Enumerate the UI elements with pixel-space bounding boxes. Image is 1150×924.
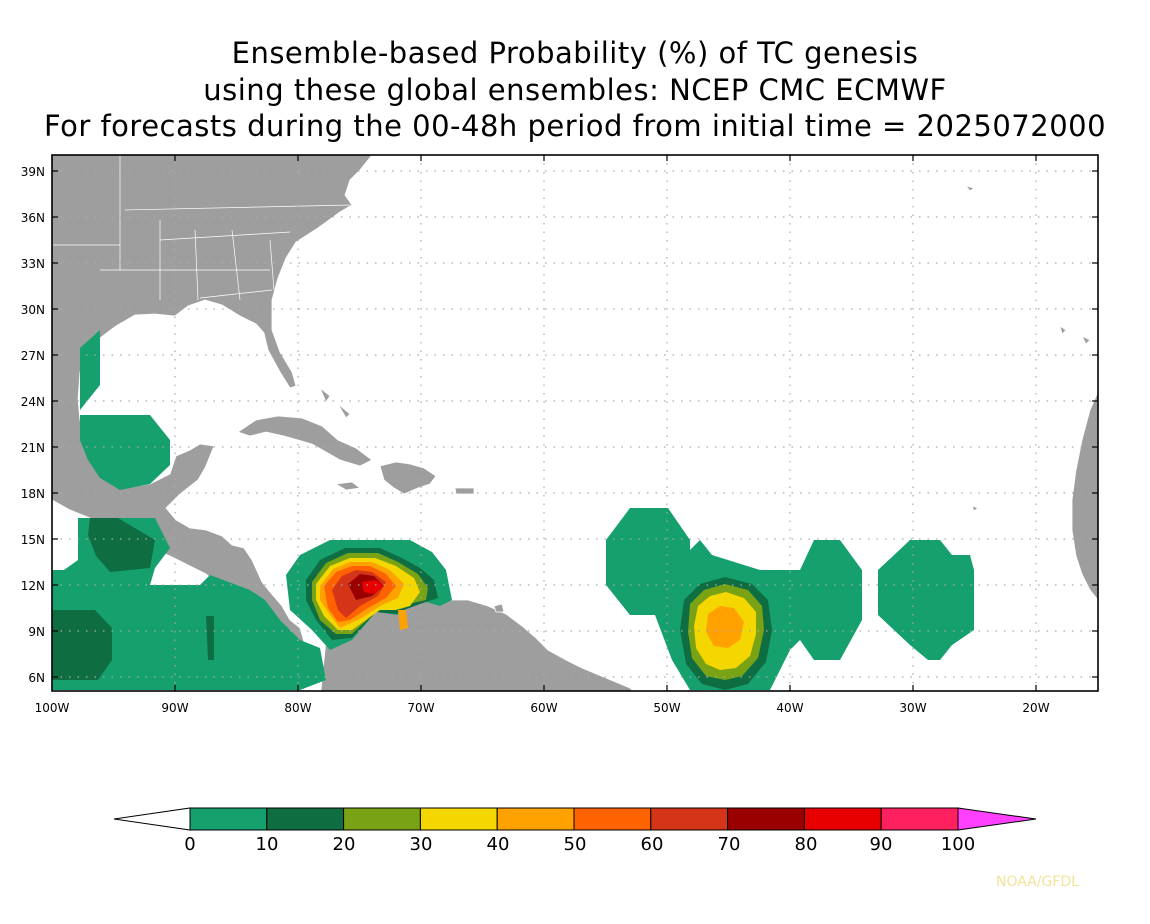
legend-box-20	[343, 807, 421, 831]
lat-label-27n: 27N	[21, 349, 45, 363]
africa-land	[1071, 391, 1098, 601]
lat-label-18n: 18N	[21, 487, 45, 501]
legend-box-60	[650, 807, 729, 831]
lat-label-15n: 15N	[21, 533, 45, 547]
legend-over-triangle	[957, 807, 1037, 831]
legend-box-80	[803, 807, 882, 831]
map-area	[52, 155, 1098, 691]
lon-label-30w: 30W	[899, 701, 926, 715]
title-line-2: using these global ensembles: NCEP CMC E…	[203, 73, 947, 107]
legend-label-0: 0	[184, 834, 195, 855]
credit-text: NOAA/GFDL	[996, 874, 1079, 890]
prob-region-atlantic-40	[706, 606, 744, 648]
lon-label-70w: 70W	[407, 701, 434, 715]
prob-region-epac-10c	[206, 616, 214, 660]
legend-label-30: 30	[410, 834, 433, 855]
lon-label-90w: 90W	[161, 701, 188, 715]
legend-label-80: 80	[795, 834, 818, 855]
cuba	[237, 415, 373, 467]
trinidad	[493, 603, 505, 613]
legend-box-30	[419, 807, 498, 831]
prob-region-epac-10	[88, 518, 155, 572]
prob-region-caribbean-80	[362, 580, 384, 594]
canary-islands	[1059, 325, 1091, 345]
legend-box-40	[496, 807, 575, 831]
lat-label-9n: 9N	[28, 625, 45, 639]
title-line-1: Ensemble-based Probability (%) of TC gen…	[231, 36, 919, 70]
legend-box-70	[727, 807, 805, 831]
legend-label-90: 90	[870, 834, 893, 855]
lat-label-21n: 21N	[21, 441, 45, 455]
prob-region-caribbean-small	[398, 610, 408, 630]
prob-region-gulf	[80, 415, 170, 490]
legend-label-40: 40	[487, 834, 510, 855]
prob-region-atlantic-east	[878, 540, 974, 660]
lat-label-6n: 6N	[28, 671, 45, 685]
hispaniola	[379, 461, 437, 495]
legend-box-10	[266, 807, 345, 831]
legend-boxes	[189, 807, 959, 831]
lon-label-60w: 60W	[530, 701, 557, 715]
title-line-3: For forecasts during the 00-48h period f…	[43, 109, 1107, 143]
legend-label-50: 50	[564, 834, 587, 855]
legend-label-10: 10	[256, 834, 279, 855]
lon-label-80w: 80W	[284, 701, 311, 715]
prob-region-texas	[80, 330, 100, 410]
legend-box-90	[880, 807, 959, 831]
lon-label-100w: 100W	[35, 701, 70, 715]
cape-verde	[964, 185, 979, 512]
axis-ticks	[51, 155, 1098, 691]
lat-label-36n: 36N	[21, 211, 45, 225]
legend-label-20: 20	[333, 834, 356, 855]
legend-box-0	[189, 807, 268, 831]
lon-labels: 100W 90W 80W 70W 60W 50W 40W 30W 20W	[35, 701, 1050, 715]
prob-region-epac-10b	[52, 610, 112, 680]
state-borders	[52, 155, 351, 301]
lat-label-33n: 33N	[21, 257, 45, 271]
legend-label-60: 60	[641, 834, 664, 855]
map-frame	[51, 154, 1099, 692]
puerto-rico	[454, 487, 475, 495]
legend-box-50	[573, 807, 652, 831]
legend-label-100: 100	[941, 834, 975, 855]
color-legend: 0 10 20 30 40 50 60 70 80 90 100	[113, 807, 1037, 855]
lat-label-24n: 24N	[21, 395, 45, 409]
legend-under-triangle	[113, 807, 191, 831]
lat-labels: 39N 36N 33N 30N 27N 24N 21N 18N 15N 12N …	[21, 165, 45, 685]
bahamas	[319, 387, 351, 419]
lat-label-12n: 12N	[21, 579, 45, 593]
lon-label-20w: 20W	[1022, 701, 1049, 715]
lat-label-39n: 39N	[21, 165, 45, 179]
lat-label-30n: 30N	[21, 303, 45, 317]
legend-labels: 0 10 20 30 40 50 60 70 80 90 100	[184, 834, 975, 855]
lon-label-50w: 50W	[653, 701, 680, 715]
legend-label-70: 70	[718, 834, 741, 855]
lon-label-40w: 40W	[776, 701, 803, 715]
jamaica	[334, 481, 362, 491]
